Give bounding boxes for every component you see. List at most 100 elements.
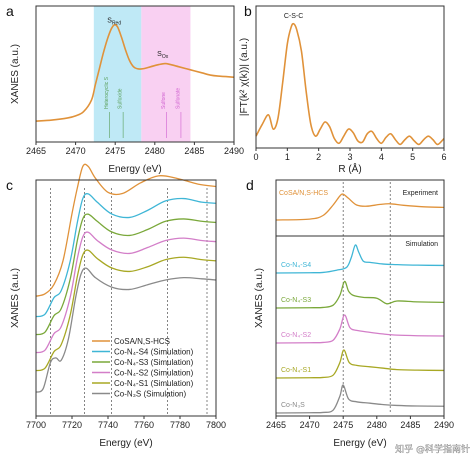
b-tick-label: 6	[441, 152, 446, 162]
c-tick-label: 7720	[62, 420, 82, 430]
b-ylabel: |FT(k² χ(k))| (a.u.)	[239, 38, 250, 116]
d-simulation-label: Co-N₄-S2	[281, 332, 311, 339]
a-tick-label: 2485	[184, 146, 204, 156]
a-xlabel: Energy (eV)	[108, 164, 161, 175]
b-tick-label: 3	[347, 152, 352, 162]
a-marker-label: Heterocyclic S	[104, 76, 110, 109]
d-curve-labels: CoSA/N,S-HCS Co-N₄-S4 Co-N₄-S3 Co-N₄-S2 Co-N…	[279, 190, 328, 409]
c-dashed-lines	[50, 188, 208, 414]
d-ylabel: XANES (a.u.)	[254, 268, 265, 328]
d-frame	[275, 179, 445, 417]
d-tick-label: 2470	[300, 420, 320, 430]
c-tick-label: 7780	[170, 420, 190, 430]
d-simulation-line	[275, 384, 445, 414]
c-tick-label: 7740	[98, 420, 118, 430]
d-simulation-line	[275, 280, 445, 309]
a-annotation: SRed	[107, 18, 121, 27]
panel-b: b C-S-C 0 1 2 3 4 5 6 R (Å) |FT(k² χ(k))| (a.u…	[239, 3, 447, 175]
panel-label-b: b	[244, 3, 252, 19]
a-annotation: SOx	[157, 51, 169, 60]
c-series-line	[35, 193, 217, 318]
b-tick-label: 2	[316, 152, 321, 162]
b-tick-label: 0	[253, 152, 258, 162]
a-curves	[35, 23, 235, 122]
d-tick-label: 2475	[333, 420, 353, 430]
c-ylabel: XANES (a.u.)	[10, 268, 21, 328]
a-ticks: 2465 2470 2475 2480 2485 2490	[26, 142, 244, 156]
b-annotations: C-S-C	[284, 13, 303, 20]
a-tick-label: 2470	[66, 146, 86, 156]
d-xlabel: Energy (eV)	[333, 438, 386, 449]
d-tick-label: 2465	[266, 420, 286, 430]
c-series-line	[35, 231, 217, 354]
b-ticks: 0 1 2 3 4 5 6	[253, 148, 447, 162]
d-experiment-line	[275, 193, 445, 221]
b-frame	[255, 5, 445, 149]
d-ticks: 2465 2470 2475 2480 2485 2490	[266, 416, 454, 430]
d-tick-label: 2480	[367, 420, 387, 430]
a-marker-label: Sulfone	[161, 92, 167, 109]
a-frame	[35, 5, 235, 143]
a-tick-label: 2490	[224, 146, 244, 156]
a-annotations: SRed SOx	[107, 18, 168, 60]
c-curves	[35, 163, 217, 393]
d-simulation-label: Co-N₄-S4	[281, 262, 311, 269]
a-tick-label: 2480	[145, 146, 165, 156]
c-legend-label: CoSA/N,S-HCS	[114, 337, 170, 346]
d-simulation-label: Co-N₄-S1	[281, 367, 311, 374]
a-regions	[93, 6, 191, 142]
b-tick-label: 1	[285, 152, 290, 162]
b-tick-label: 5	[410, 152, 415, 162]
a-ylabel: XANES (a.u.)	[10, 44, 21, 104]
c-frame	[35, 179, 217, 417]
b-curves	[255, 22, 445, 146]
b-xlabel: R (Å)	[338, 162, 361, 175]
watermark: 知乎 @科学指南针	[395, 443, 470, 455]
c-tick-label: 7760	[134, 420, 154, 430]
a-tick-label: 2465	[26, 146, 46, 156]
c-tick-label: 7800	[206, 420, 226, 430]
c-tick-label: 7700	[26, 420, 46, 430]
d-simulation-label: Co-N₄-S3	[281, 297, 311, 304]
d-simulation-label: Simulation	[405, 241, 438, 248]
d-tick-label: 2490	[434, 420, 454, 430]
panel-label-a: a	[6, 3, 14, 19]
panel-a: a Heterocyclic S Sulfoxide Sulfone Sulfonat…	[6, 3, 244, 175]
d-curves	[275, 193, 445, 414]
panel-label-d: d	[246, 177, 254, 193]
a-marker-label: Sulfonate	[175, 88, 181, 109]
a-annotation-subscript: Red	[112, 21, 121, 27]
d-experiment-label: Experiment	[403, 190, 438, 197]
b-tick-label: 4	[379, 152, 384, 162]
d-tick-label: 2485	[400, 420, 420, 430]
a-region-band	[141, 6, 191, 142]
d-experiment-curve-label: CoSA/N,S-HCS	[279, 190, 328, 197]
d-simulation-line	[275, 349, 445, 379]
a-series-line	[35, 23, 235, 122]
a-tick-label: 2475	[105, 146, 125, 156]
c-legend-label: Co-N₄-S3 (Simulation)	[114, 358, 194, 367]
c-series-line	[35, 163, 217, 297]
c-legend-label: Co-N₄-S2 (Simulation)	[114, 369, 194, 378]
a-marker-label: Sulfoxide	[118, 88, 124, 109]
c-series-line	[35, 267, 217, 393]
panel-d: d CoSA/N,S-HCSCo-N₄-S4Co-N₄-S3Co-N₄-S2Co…	[246, 177, 454, 449]
d-dashed-lines	[342, 182, 391, 414]
b-annotation: C-S-C	[284, 13, 303, 20]
c-ticks: 7700 7720 7740 7760 7780 7800	[26, 416, 226, 430]
panel-label-c: c	[6, 177, 13, 193]
c-xlabel: Energy (eV)	[99, 438, 152, 449]
d-simulation-line	[275, 314, 445, 344]
c-legend-label: Co-N₃S (Simulation)	[114, 390, 187, 399]
d-simulation-line	[275, 244, 445, 274]
c-legend-label: Co-N₄-S4 (Simulation)	[114, 348, 194, 357]
c-legend-label: Co-N₄-S1 (Simulation)	[114, 379, 194, 388]
d-simulation-label: Co-N₃S	[281, 402, 305, 409]
c-series-line	[35, 213, 217, 336]
a-annotation-subscript: Ox	[162, 54, 169, 60]
a-markers: Heterocyclic S Sulfoxide Sulfone Sulfonate	[104, 76, 181, 138]
b-series-line	[255, 22, 445, 146]
